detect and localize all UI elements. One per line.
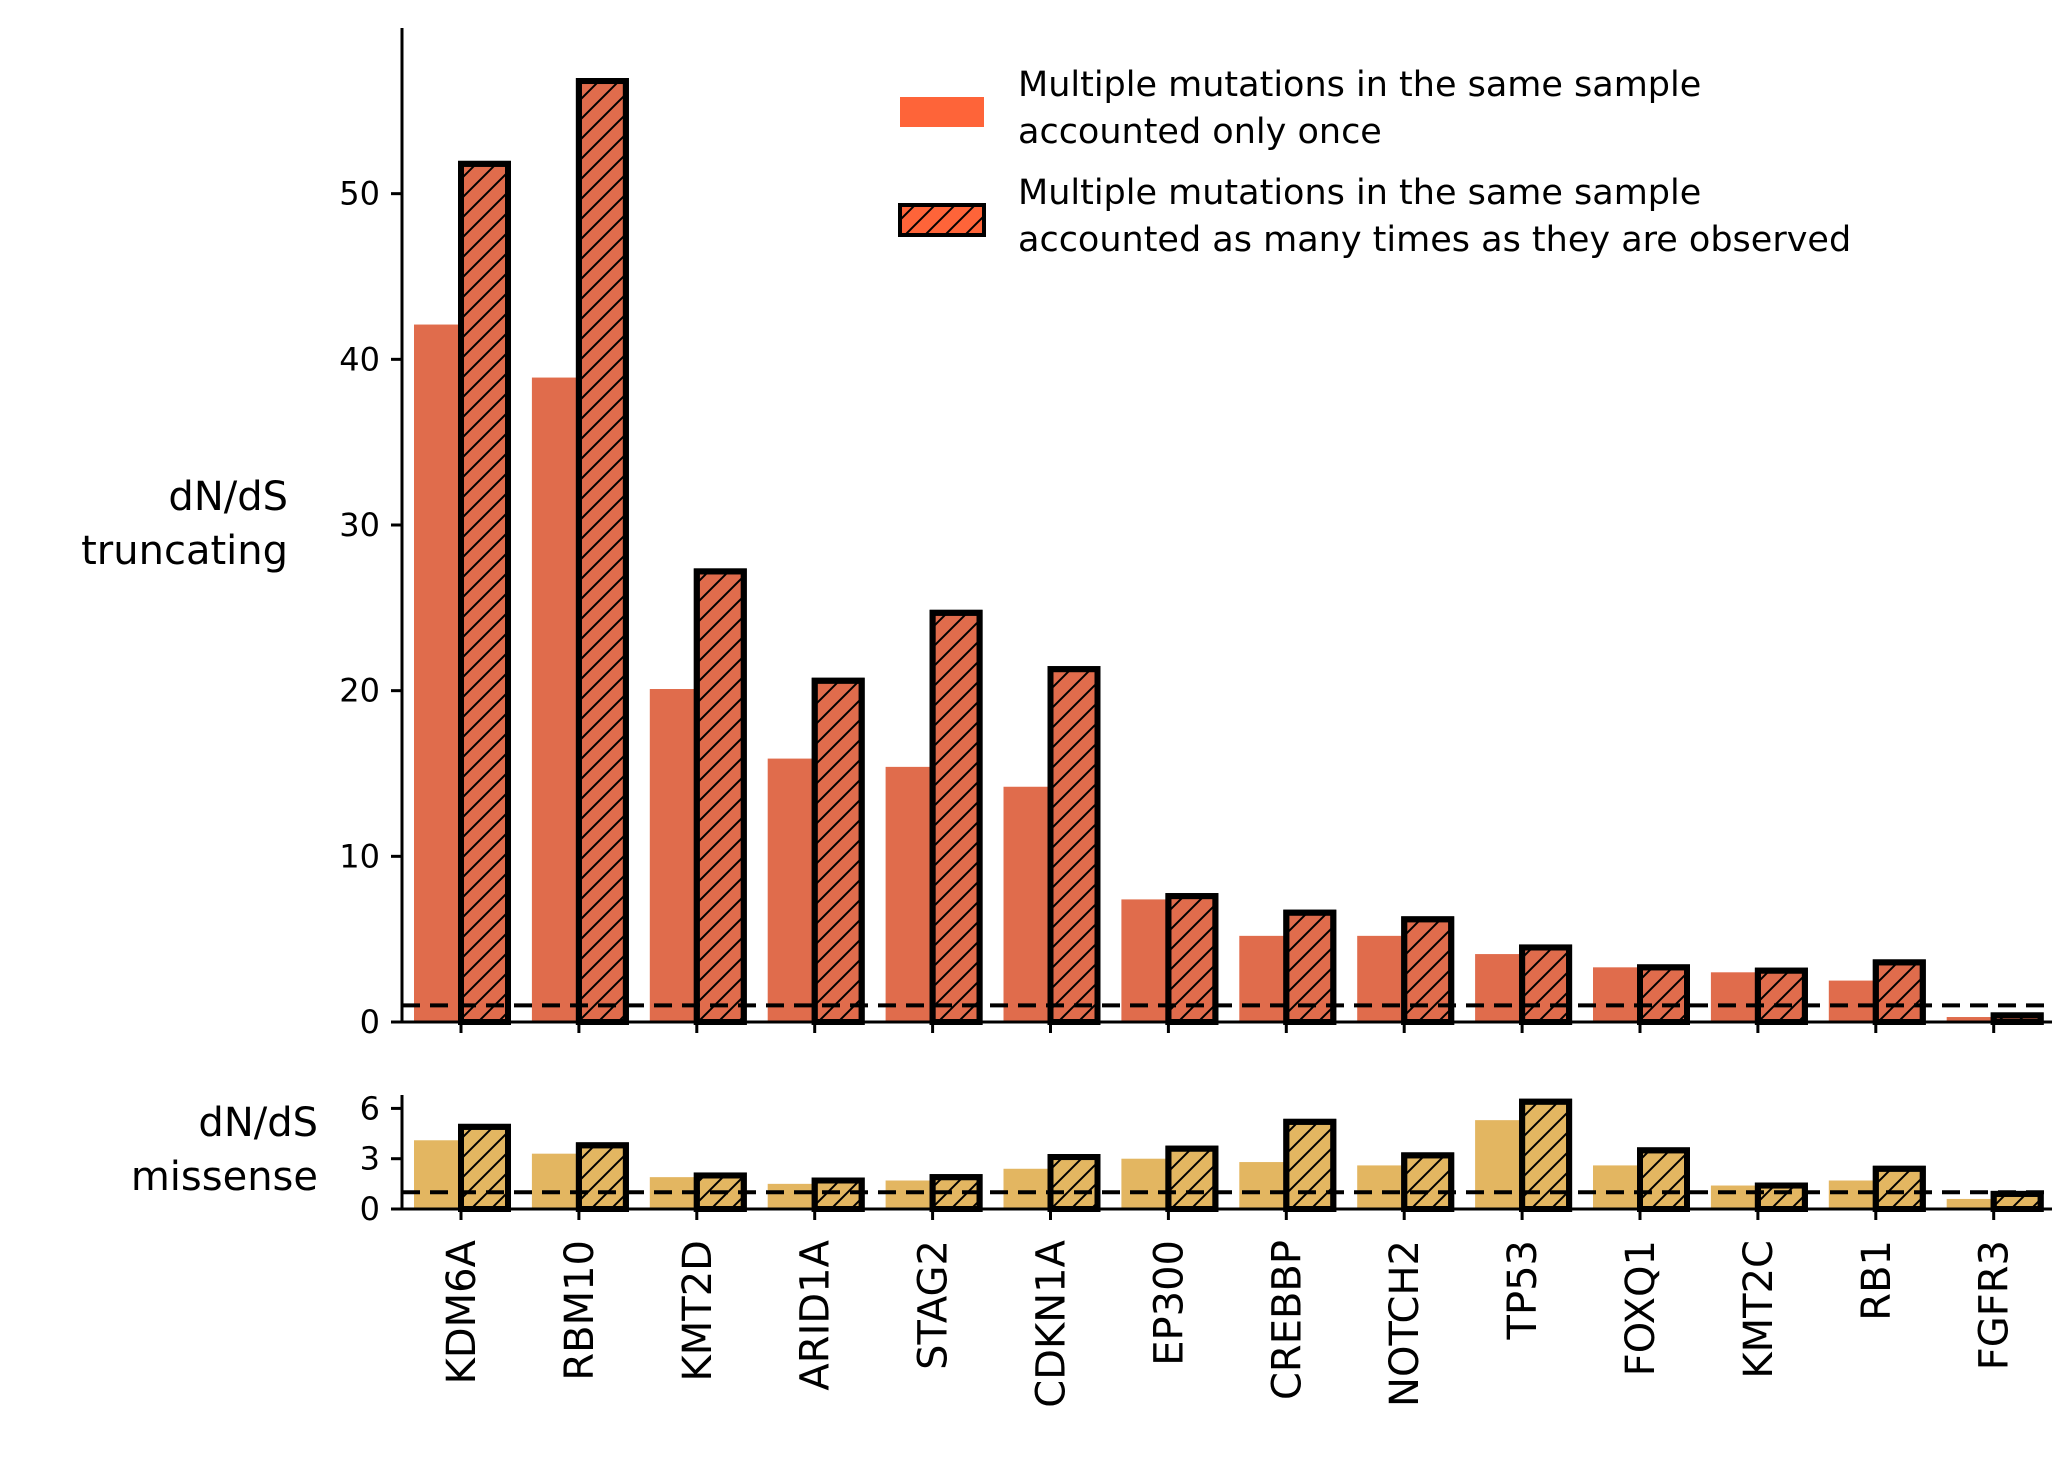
truncating-bar-once-ep300 [1121, 899, 1169, 1022]
missense-bar-once-tp53 [1475, 1120, 1523, 1209]
truncating-ylabel-line-1: dN/dS [168, 474, 288, 520]
truncating-bar-observed-hatch-tp53 [1519, 944, 1573, 1026]
truncating-y-tick-label-0: 0 [360, 1003, 380, 1041]
legend: Multiple mutations in the same sample ac… [898, 65, 1851, 260]
gene-label-ep300: EP300 [1146, 1240, 1192, 1366]
gene-label-kmt2c: KMT2C [1736, 1240, 1782, 1379]
truncating-bar-once-tp53 [1475, 954, 1523, 1022]
gene-labels: KDM6A RBM10 KMT2D ARID1A STAG2 CDKN1A EP300 CRE… [439, 1239, 2018, 1407]
legend-swatch-hatched-pattern [898, 203, 986, 237]
missense-bar-once-foxq1 [1593, 1165, 1640, 1209]
truncating-bar-once-cdkn1a [1003, 786, 1051, 1022]
missense-bar-observed-hatch-foxq1 [1637, 1147, 1690, 1212]
gene-label-rbm10: RBM10 [557, 1240, 603, 1381]
missense-bar-observed-hatch-arid1a [811, 1177, 865, 1212]
missense-ylabel-line-1: dN/dS [198, 1100, 318, 1146]
missense-bar-once-rbm10 [531, 1153, 579, 1209]
truncating-y-tick-label-20: 20 [339, 672, 380, 710]
gene-label-notch2: NOTCH2 [1382, 1240, 1428, 1407]
missense-bar-once-kmt2c [1710, 1185, 1758, 1209]
truncating-bar-once-fgfr3 [1946, 1017, 1994, 1022]
gene-label-cdkn1a: CDKN1A [1029, 1239, 1075, 1407]
missense-bar-observed-hatch-crebbp [1283, 1118, 1337, 1212]
missense-panel: 0 3 6 dN/dS missense [131, 1089, 2052, 1228]
gene-label-crebbp: CREBBP [1264, 1240, 1310, 1400]
missense-bar-once-crebbp [1239, 1162, 1287, 1209]
missense-y-tick-label-3: 3 [360, 1140, 380, 1178]
truncating-bar-once-kdm6a [414, 324, 461, 1022]
truncating-y-tick-label-40: 40 [339, 340, 380, 378]
truncating-bar-once-crebbp [1239, 935, 1287, 1022]
missense-ylabel-line-2: missense [131, 1154, 318, 1200]
legend-entry-1-line-2: accounted only once [1018, 112, 1382, 152]
truncating-y-tick-label-10: 10 [339, 837, 380, 875]
gene-label-stag2: STAG2 [911, 1240, 957, 1370]
truncating-bars [414, 78, 2044, 1026]
gene-label-tp53: TP53 [1500, 1240, 1546, 1340]
missense-bar-once-arid1a [767, 1183, 815, 1209]
legend-swatch-solid [900, 97, 984, 127]
truncating-bar-observed-hatch-kmt2d [693, 568, 747, 1025]
truncating-bar-once-rb1 [1828, 980, 1876, 1022]
missense-bar-observed-hatch-ep300 [1165, 1145, 1219, 1213]
missense-x-ticks [459, 1209, 1996, 1220]
legend-entry-1-line-1: Multiple mutations in the same sample [1018, 65, 1701, 105]
truncating-bar-observed-hatch-foxq1 [1637, 964, 1690, 1026]
truncating-bar-observed-hatch-kdm6a [458, 160, 511, 1025]
missense-bar-observed-hatch-kdm6a [458, 1123, 511, 1212]
gene-label-fgfr3: FGFR3 [1972, 1240, 2018, 1370]
truncating-bar-once-foxq1 [1593, 967, 1640, 1022]
gene-label-kmt2d: KMT2D [675, 1240, 721, 1381]
missense-bar-observed-hatch-kmt2c [1754, 1182, 1808, 1213]
gene-label-kdm6a: KDM6A [439, 1239, 485, 1384]
truncating-x-ticks [459, 1022, 1996, 1033]
missense-bar-observed-hatch-cdkn1a [1047, 1154, 1101, 1213]
missense-bar-once-kdm6a [414, 1140, 461, 1209]
missense-bar-once-stag2 [885, 1180, 933, 1209]
legend-entry-2-line-2: accounted as many times as they are obse… [1018, 220, 1851, 260]
missense-bar-observed-hatch-rb1 [1872, 1165, 1926, 1212]
missense-bar-once-rb1 [1828, 1180, 1876, 1209]
truncating-bar-once-arid1a [767, 758, 815, 1022]
gene-label-arid1a: ARID1A [793, 1239, 839, 1390]
truncating-bar-once-kmt2d [649, 689, 697, 1022]
truncating-panel: 0 10 20 30 40 50 dN/dS truncating [81, 28, 2052, 1041]
missense-y-tick-label-6: 6 [360, 1089, 380, 1127]
truncating-bar-observed-hatch-rb1 [1872, 959, 1926, 1025]
truncating-bar-once-stag2 [885, 766, 933, 1022]
truncating-ylabel-line-2: truncating [81, 528, 288, 574]
truncating-bar-once-kmt2c [1710, 972, 1758, 1022]
truncating-bar-observed-hatch-stag2 [929, 609, 983, 1025]
truncating-bar-observed-hatch-ep300 [1165, 893, 1219, 1025]
missense-bar-observed-hatch-rbm10 [575, 1142, 629, 1212]
legend-entry-2-line-1: Multiple mutations in the same sample [1018, 173, 1701, 213]
truncating-y-tick-label-30: 30 [339, 506, 380, 544]
missense-bar-observed-hatch-fgfr3 [1990, 1190, 2044, 1212]
missense-bar-once-fgfr3 [1946, 1198, 1994, 1209]
truncating-bar-observed-hatch-rbm10 [575, 78, 629, 1026]
missense-y-ticks: 0 3 6 [360, 1089, 402, 1228]
truncating-bar-observed-hatch-cdkn1a [1047, 666, 1101, 1025]
truncating-y-ticks: 0 10 20 30 40 50 [339, 175, 402, 1041]
missense-y-tick-label-0: 0 [360, 1190, 380, 1228]
missense-bar-once-cdkn1a [1003, 1168, 1051, 1209]
missense-bar-once-notch2 [1357, 1165, 1405, 1209]
truncating-bar-once-notch2 [1357, 935, 1405, 1022]
truncating-bar-once-rbm10 [531, 377, 579, 1023]
truncating-y-tick-label-50: 50 [339, 175, 380, 213]
missense-bar-once-ep300 [1121, 1158, 1169, 1209]
gene-label-rb1: RB1 [1854, 1240, 1900, 1321]
truncating-bar-observed-hatch-kmt2c [1754, 967, 1808, 1025]
gene-label-foxq1: FOXQ1 [1618, 1240, 1664, 1376]
missense-bar-observed-hatch-notch2 [1401, 1152, 1455, 1212]
truncating-bar-observed-hatch-arid1a [811, 677, 865, 1026]
